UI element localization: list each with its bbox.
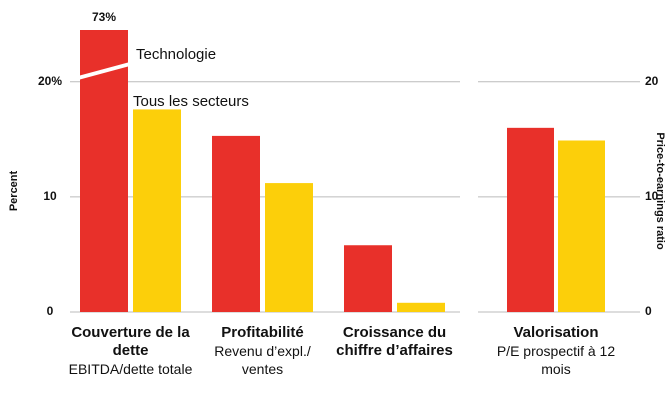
bar — [397, 302, 445, 312]
bar — [507, 127, 554, 312]
category-label: Couverture de la dette EBITDA/dette total… — [66, 324, 196, 378]
legend-label: Technologie — [136, 46, 216, 63]
axis-break — [78, 62, 130, 80]
y-axis-label: Price-to-earnings ratio — [654, 132, 666, 250]
category-name: Valorisation — [513, 324, 599, 341]
bar — [212, 135, 260, 312]
legend-label: Tous les secteurs — [133, 93, 249, 110]
category-name: Croissance du chiffre d’affaires — [336, 324, 453, 359]
category-name: Profitabilité — [221, 324, 304, 341]
category-label: Profitabilité Revenu d’expl./ ventes — [198, 324, 328, 378]
y-tick-label: 20 — [645, 74, 659, 88]
y-tick-label: 0 — [645, 304, 652, 318]
y-axis-label: Percent — [8, 170, 20, 211]
bar — [265, 183, 313, 312]
y-tick-label: 10 — [43, 189, 57, 203]
category-note: P/E prospectif à 12 mois — [496, 343, 616, 377]
category-name: Couverture de la dette — [71, 324, 190, 359]
y-tick-label: 0 — [47, 304, 54, 318]
category-label: Croissance du chiffre d’affaires — [330, 324, 460, 360]
bar — [133, 109, 181, 312]
y-tick-label: 10 — [645, 189, 659, 203]
bar — [558, 140, 605, 312]
bar — [344, 245, 392, 312]
category-note: Revenu d’expl./ ventes — [214, 343, 311, 377]
category-note: EBITDA/dette totale — [68, 361, 193, 377]
category-label: Valorisation P/E prospectif à 12 mois — [491, 324, 621, 378]
value-label: 73% — [92, 10, 116, 24]
y-tick-label: 20% — [38, 74, 62, 88]
